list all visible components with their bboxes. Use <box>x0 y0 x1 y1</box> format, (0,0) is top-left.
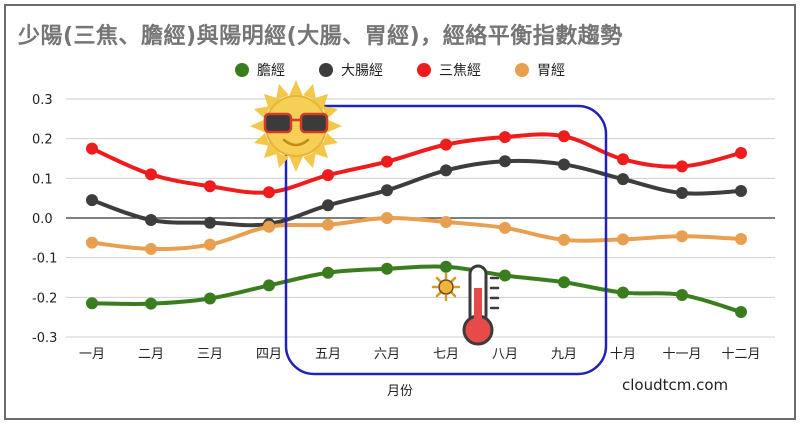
legend-marker <box>515 63 529 77</box>
x-tick-label: 九月 <box>551 347 577 362</box>
x-tick-label: 八月 <box>492 347 518 362</box>
legend-label: 大腸經 <box>341 63 383 79</box>
y-tick-label: 0.1 <box>32 172 53 187</box>
series-line-膽經 <box>90 264 743 315</box>
y-tick-label: -0.1 <box>32 252 57 267</box>
legend-item: 大腸經 <box>319 60 383 80</box>
data-point <box>381 212 393 224</box>
x-tick-label: 七月 <box>433 347 459 362</box>
data-point <box>735 233 747 246</box>
data-point <box>440 164 452 177</box>
data-point <box>440 260 452 273</box>
series-lines <box>90 132 743 315</box>
legend-item: 三焦經 <box>417 60 481 80</box>
data-point <box>676 230 688 243</box>
data-point <box>322 199 334 212</box>
data-point <box>263 186 275 199</box>
data-point <box>617 153 629 166</box>
small-sun-icon <box>431 272 461 302</box>
x-tick-label: 四月 <box>256 347 282 362</box>
data-point <box>735 185 747 198</box>
data-point <box>86 142 98 155</box>
x-axis-label: 月份 <box>387 384 413 399</box>
data-point <box>204 216 216 229</box>
x-tick-label: 十月 <box>610 347 636 362</box>
chart-title: 少陽(三焦、膽經)與陽明經(大腸、胃經)，經絡平衡指數趨勢 <box>18 24 623 49</box>
y-tick-label: -0.2 <box>32 291 57 306</box>
legend-marker <box>319 63 333 77</box>
data-point <box>617 286 629 299</box>
data-point <box>558 130 570 143</box>
chart-frame <box>4 4 796 420</box>
data-point <box>145 242 157 255</box>
x-axis-ticks: 一月 二月 三月 四月 五月 六月 七月 八月 九月 十月 十一月 十二月 <box>79 347 761 362</box>
data-point <box>86 297 98 310</box>
data-point <box>86 236 98 249</box>
x-tick-label: 二月 <box>138 347 164 362</box>
legend-label: 膽經 <box>257 63 285 79</box>
y-tick-label: -0.3 <box>32 331 57 346</box>
data-point <box>204 238 216 251</box>
data-point <box>558 276 570 289</box>
data-point <box>499 131 511 144</box>
data-point <box>322 218 334 231</box>
legend-item: 胃經 <box>515 60 565 80</box>
series-line-大腸經 <box>90 158 743 228</box>
data-point <box>735 146 747 159</box>
data-point <box>676 288 688 301</box>
data-point <box>204 292 216 305</box>
data-point <box>322 169 334 182</box>
data-point <box>499 155 511 168</box>
x-tick-label: 一月 <box>79 347 105 362</box>
data-point <box>558 158 570 171</box>
chart-legend: 膽經 大腸經 三焦經 胃經 <box>0 60 800 80</box>
data-point <box>381 184 393 197</box>
data-point <box>263 279 275 292</box>
data-point <box>322 266 334 279</box>
legend-item: 膽經 <box>235 60 285 80</box>
data-point <box>617 233 629 246</box>
x-tick-label: 五月 <box>315 347 341 362</box>
data-point <box>558 233 570 246</box>
data-point <box>676 187 688 200</box>
data-point <box>440 138 452 151</box>
data-point <box>204 180 216 193</box>
data-point <box>499 221 511 234</box>
x-tick-label: 十一月 <box>662 347 701 362</box>
legend-label: 胃經 <box>537 63 565 79</box>
data-point <box>381 262 393 275</box>
data-point <box>145 168 157 181</box>
data-point <box>735 306 747 319</box>
data-point <box>440 215 452 228</box>
data-point <box>499 269 511 282</box>
thermometer-icon <box>462 264 500 346</box>
legend-marker <box>235 63 249 77</box>
sun-sunglasses-icon <box>250 80 342 172</box>
series-points <box>86 130 747 319</box>
x-tick-label: 三月 <box>197 347 223 362</box>
watermark-text: cloudtcm.com <box>622 376 729 394</box>
data-point <box>617 173 629 186</box>
y-tick-label: 0.3 <box>32 93 53 108</box>
legend-marker <box>417 63 431 77</box>
data-point <box>145 213 157 226</box>
legend-label: 三焦經 <box>439 63 481 79</box>
y-tick-label: 0.0 <box>32 212 53 227</box>
x-tick-label: 六月 <box>374 347 400 362</box>
x-tick-label: 十二月 <box>721 347 760 362</box>
data-point <box>145 297 157 310</box>
data-point <box>263 220 275 233</box>
highlight-box <box>284 104 608 376</box>
y-axis-ticks: 0.3 0.2 0.1 0.0 -0.1 -0.2 -0.3 <box>32 93 57 346</box>
data-point <box>381 155 393 168</box>
y-tick-label: 0.2 <box>32 133 53 148</box>
data-point <box>86 194 98 207</box>
data-point <box>676 160 688 173</box>
